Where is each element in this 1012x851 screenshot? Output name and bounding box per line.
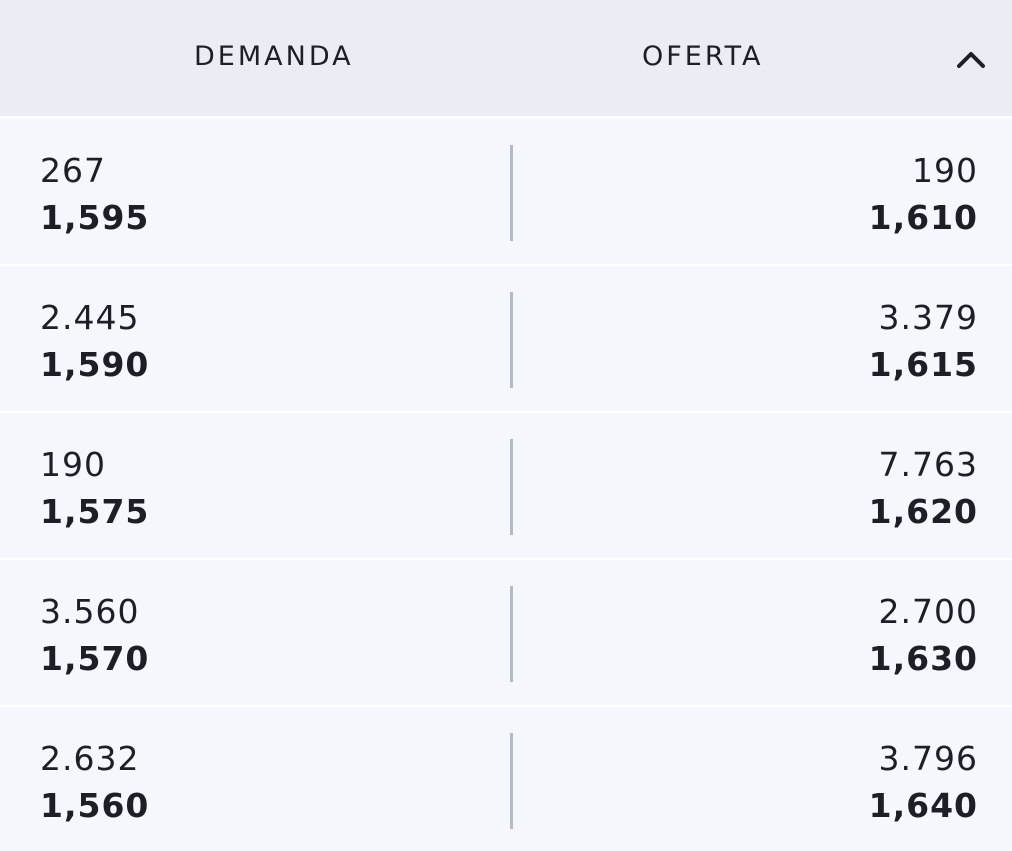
ask-quantity: 3.379 [878, 298, 978, 337]
order-row: 3.560 1,570 2.700 1,630 [0, 560, 1012, 705]
bid-cell: 2.632 1,560 [40, 735, 149, 829]
bid-quantity: 267 [40, 151, 106, 190]
bid-quantity: 2.445 [40, 298, 140, 337]
bid-column-title: DEMANDA [194, 41, 354, 72]
ask-price: 1,615 [868, 345, 978, 384]
ask-cell: 190 1,610 [869, 147, 978, 241]
row-divider [510, 439, 513, 535]
ask-price: 1,610 [868, 198, 978, 237]
bid-cell: 190 1,575 [40, 441, 149, 535]
bid-price: 1,590 [40, 345, 150, 384]
ask-price: 1,640 [868, 786, 978, 825]
collapse-button[interactable] [948, 38, 994, 80]
bid-price: 1,560 [40, 786, 150, 825]
bid-price: 1,575 [40, 492, 150, 531]
bid-quantity: 2.632 [40, 739, 140, 778]
chevron-up-icon [957, 52, 985, 68]
order-book-header: DEMANDA OFERTA [0, 0, 1012, 116]
ask-cell: 2.700 1,630 [869, 588, 978, 682]
order-row: 190 1,575 7.763 1,620 [0, 413, 1012, 558]
bid-cell: 3.560 1,570 [40, 588, 149, 682]
ask-quantity: 3.796 [878, 739, 978, 778]
row-divider [510, 292, 513, 388]
order-book-rows: 267 1,595 190 1,610 2.445 1,590 3.379 1,… [0, 119, 1012, 851]
bid-quantity: 190 [40, 445, 106, 484]
ask-quantity: 2.700 [878, 592, 978, 631]
bid-cell: 267 1,595 [40, 147, 149, 241]
bid-price: 1,570 [40, 639, 150, 678]
row-divider [510, 586, 513, 682]
row-divider [510, 145, 513, 241]
order-row: 2.445 1,590 3.379 1,615 [0, 266, 1012, 411]
bid-cell: 2.445 1,590 [40, 294, 149, 388]
ask-cell: 3.379 1,615 [869, 294, 978, 388]
ask-price: 1,630 [868, 639, 978, 678]
ask-quantity: 190 [912, 151, 978, 190]
ask-column-title: OFERTA [642, 41, 764, 72]
order-row: 267 1,595 190 1,610 [0, 119, 1012, 264]
ask-quantity: 7.763 [878, 445, 978, 484]
row-divider [510, 733, 513, 829]
bid-price: 1,595 [40, 198, 150, 237]
ask-cell: 3.796 1,640 [869, 735, 978, 829]
bid-quantity: 3.560 [40, 592, 140, 631]
ask-cell: 7.763 1,620 [869, 441, 978, 535]
order-row: 2.632 1,560 3.796 1,640 [0, 707, 1012, 851]
ask-price: 1,620 [868, 492, 978, 531]
